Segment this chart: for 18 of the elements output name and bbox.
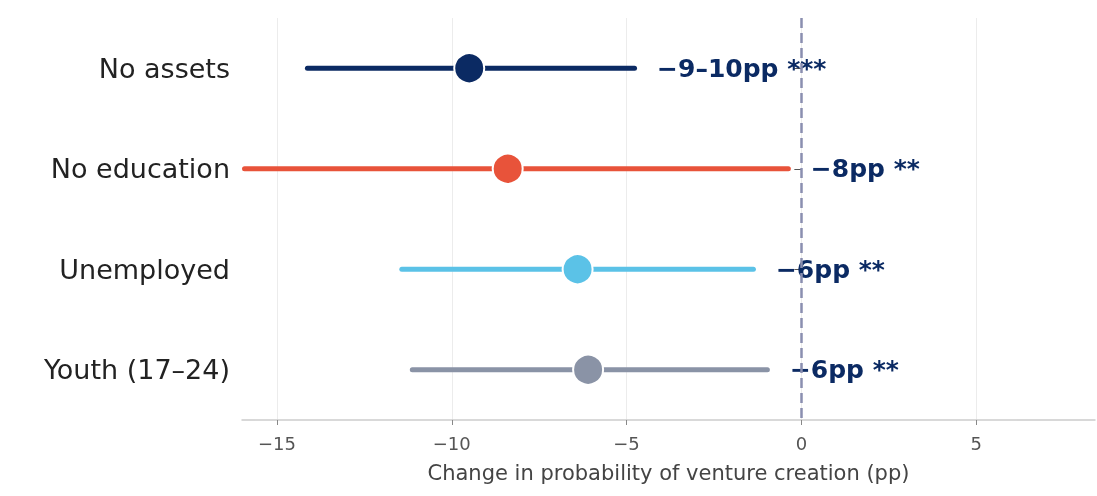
y-tick-label: No education bbox=[50, 153, 230, 185]
x-axis-title: Change in probability of venture creation (pp) bbox=[427, 460, 910, 485]
y-tick-label: No assets bbox=[98, 52, 230, 84]
x-tick-label: −5 bbox=[613, 432, 640, 454]
x-tick-label: −10 bbox=[432, 432, 471, 454]
point bbox=[491, 152, 524, 185]
annotation: −6pp ** bbox=[775, 254, 885, 284]
annotation: −9–10pp *** bbox=[657, 53, 827, 83]
x-tick-label: 0 bbox=[795, 432, 808, 454]
x-tick-label: 5 bbox=[970, 432, 982, 454]
point bbox=[453, 52, 486, 85]
y-tick-label: Unemployed bbox=[59, 253, 230, 285]
annotation: −6pp ** bbox=[789, 355, 899, 385]
x-tick-label: −15 bbox=[257, 432, 296, 454]
y-tick-label: Youth (17–24) bbox=[42, 354, 230, 386]
annotation: −8pp ** bbox=[810, 154, 920, 184]
point bbox=[572, 353, 605, 386]
point bbox=[561, 253, 594, 286]
